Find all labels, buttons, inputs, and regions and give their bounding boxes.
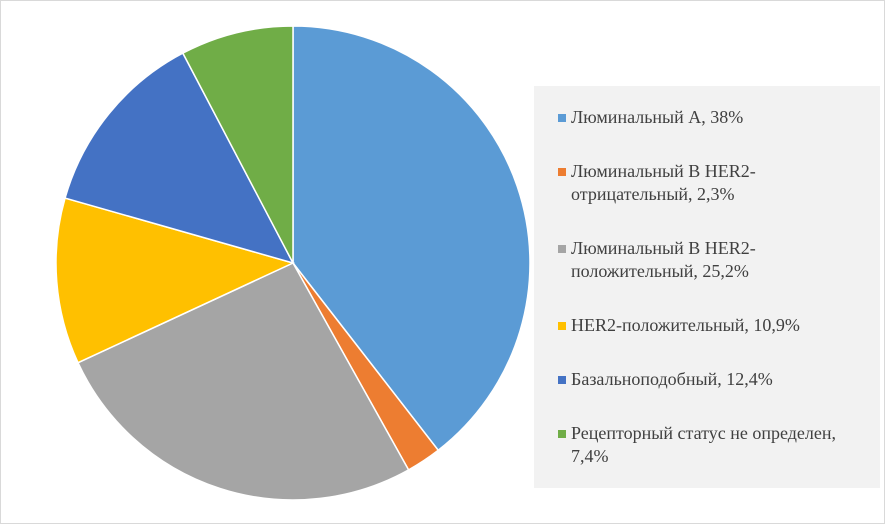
legend-label: HER2-положительный, 10,9% <box>571 315 800 336</box>
pie-slice <box>64 52 295 265</box>
legend-item: HER2-положительный, 10,9% <box>558 314 880 337</box>
legend-marker <box>558 430 566 439</box>
pie-slice <box>55 197 296 364</box>
pie-slice <box>292 25 531 452</box>
legend-label: Люминальный А, 38% <box>571 106 744 127</box>
legend-marker <box>558 113 566 122</box>
pie-slice <box>181 25 294 264</box>
legend: Люминальный А, 38% Люминальный В HER2-отр… <box>534 86 880 488</box>
legend-marker <box>558 244 566 253</box>
legend-item: Люминальный В HER2-отрицательный, 2,3% <box>558 160 880 206</box>
legend-marker <box>558 376 566 385</box>
pie-area <box>55 25 531 501</box>
legend-item: Люминальный А, 38% <box>558 106 880 129</box>
legend-item: Люминальный В HER2-положительный, 25,2% <box>558 237 880 283</box>
legend-label: Базальноподобный, 12,4% <box>571 369 773 390</box>
legend-item: Рецепторный статус не определен, 7,4% <box>558 422 880 468</box>
pie-slice <box>77 262 410 501</box>
legend-label: Рецепторный статус не определен, 7,4% <box>571 423 836 467</box>
legend-marker <box>558 322 566 331</box>
legend-item: Базальноподобный, 12,4% <box>558 368 880 391</box>
legend-label: Люминальный В HER2-отрицательный, 2,3% <box>571 160 756 204</box>
legend-label: Люминальный В HER2-положительный, 25,2% <box>571 237 756 281</box>
legend-marker <box>558 167 566 176</box>
